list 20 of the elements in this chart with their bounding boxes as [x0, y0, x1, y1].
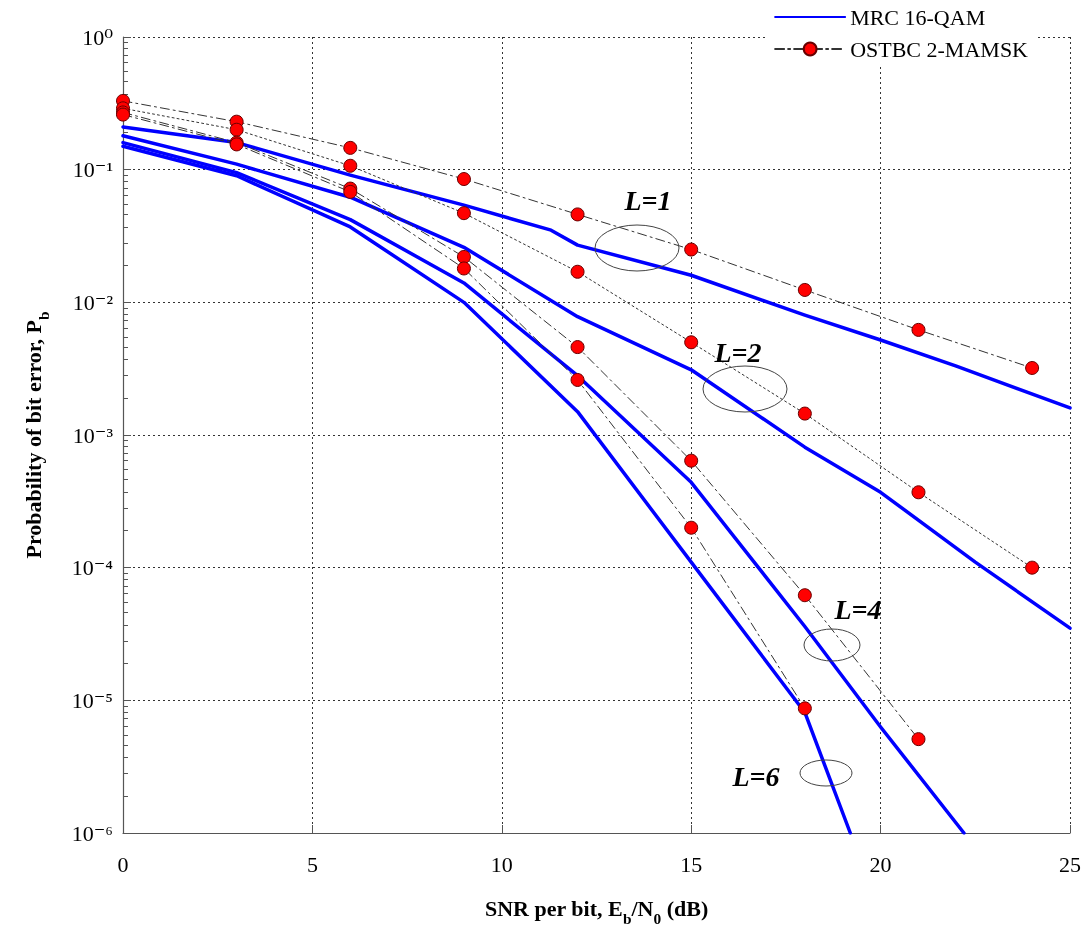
y-tick-label: 10⁻²	[72, 289, 114, 315]
y-tick-label: 10⁻⁵	[71, 687, 113, 713]
annotation: L=1	[623, 184, 672, 216]
x-tick-label: 20	[869, 852, 892, 878]
legend-label: MRC 16-QAM	[850, 4, 986, 30]
x-tick-label: 0	[117, 852, 129, 878]
x-tick-label: 25	[1059, 852, 1081, 878]
x-tick-label: 15	[680, 852, 703, 878]
y-tick-label: 10⁻¹	[72, 157, 113, 183]
annotation: L=2	[713, 336, 762, 368]
y-axis-title: Probability of bit error, Pb	[20, 311, 52, 559]
x-tick-label: 10	[490, 852, 513, 878]
y-tick-label: 10⁻⁴	[71, 555, 114, 581]
annotation: L=4	[833, 593, 882, 625]
y-tick-label: 10⁻³	[72, 422, 114, 448]
legend-label: OSTBC 2-MAMSK	[850, 36, 1029, 62]
annotation: L=6	[731, 760, 780, 792]
y-tick-label: 10⁻⁶	[71, 820, 113, 846]
y-tick-label: 10⁰	[82, 24, 114, 50]
x-tick-label: 5	[306, 852, 318, 878]
